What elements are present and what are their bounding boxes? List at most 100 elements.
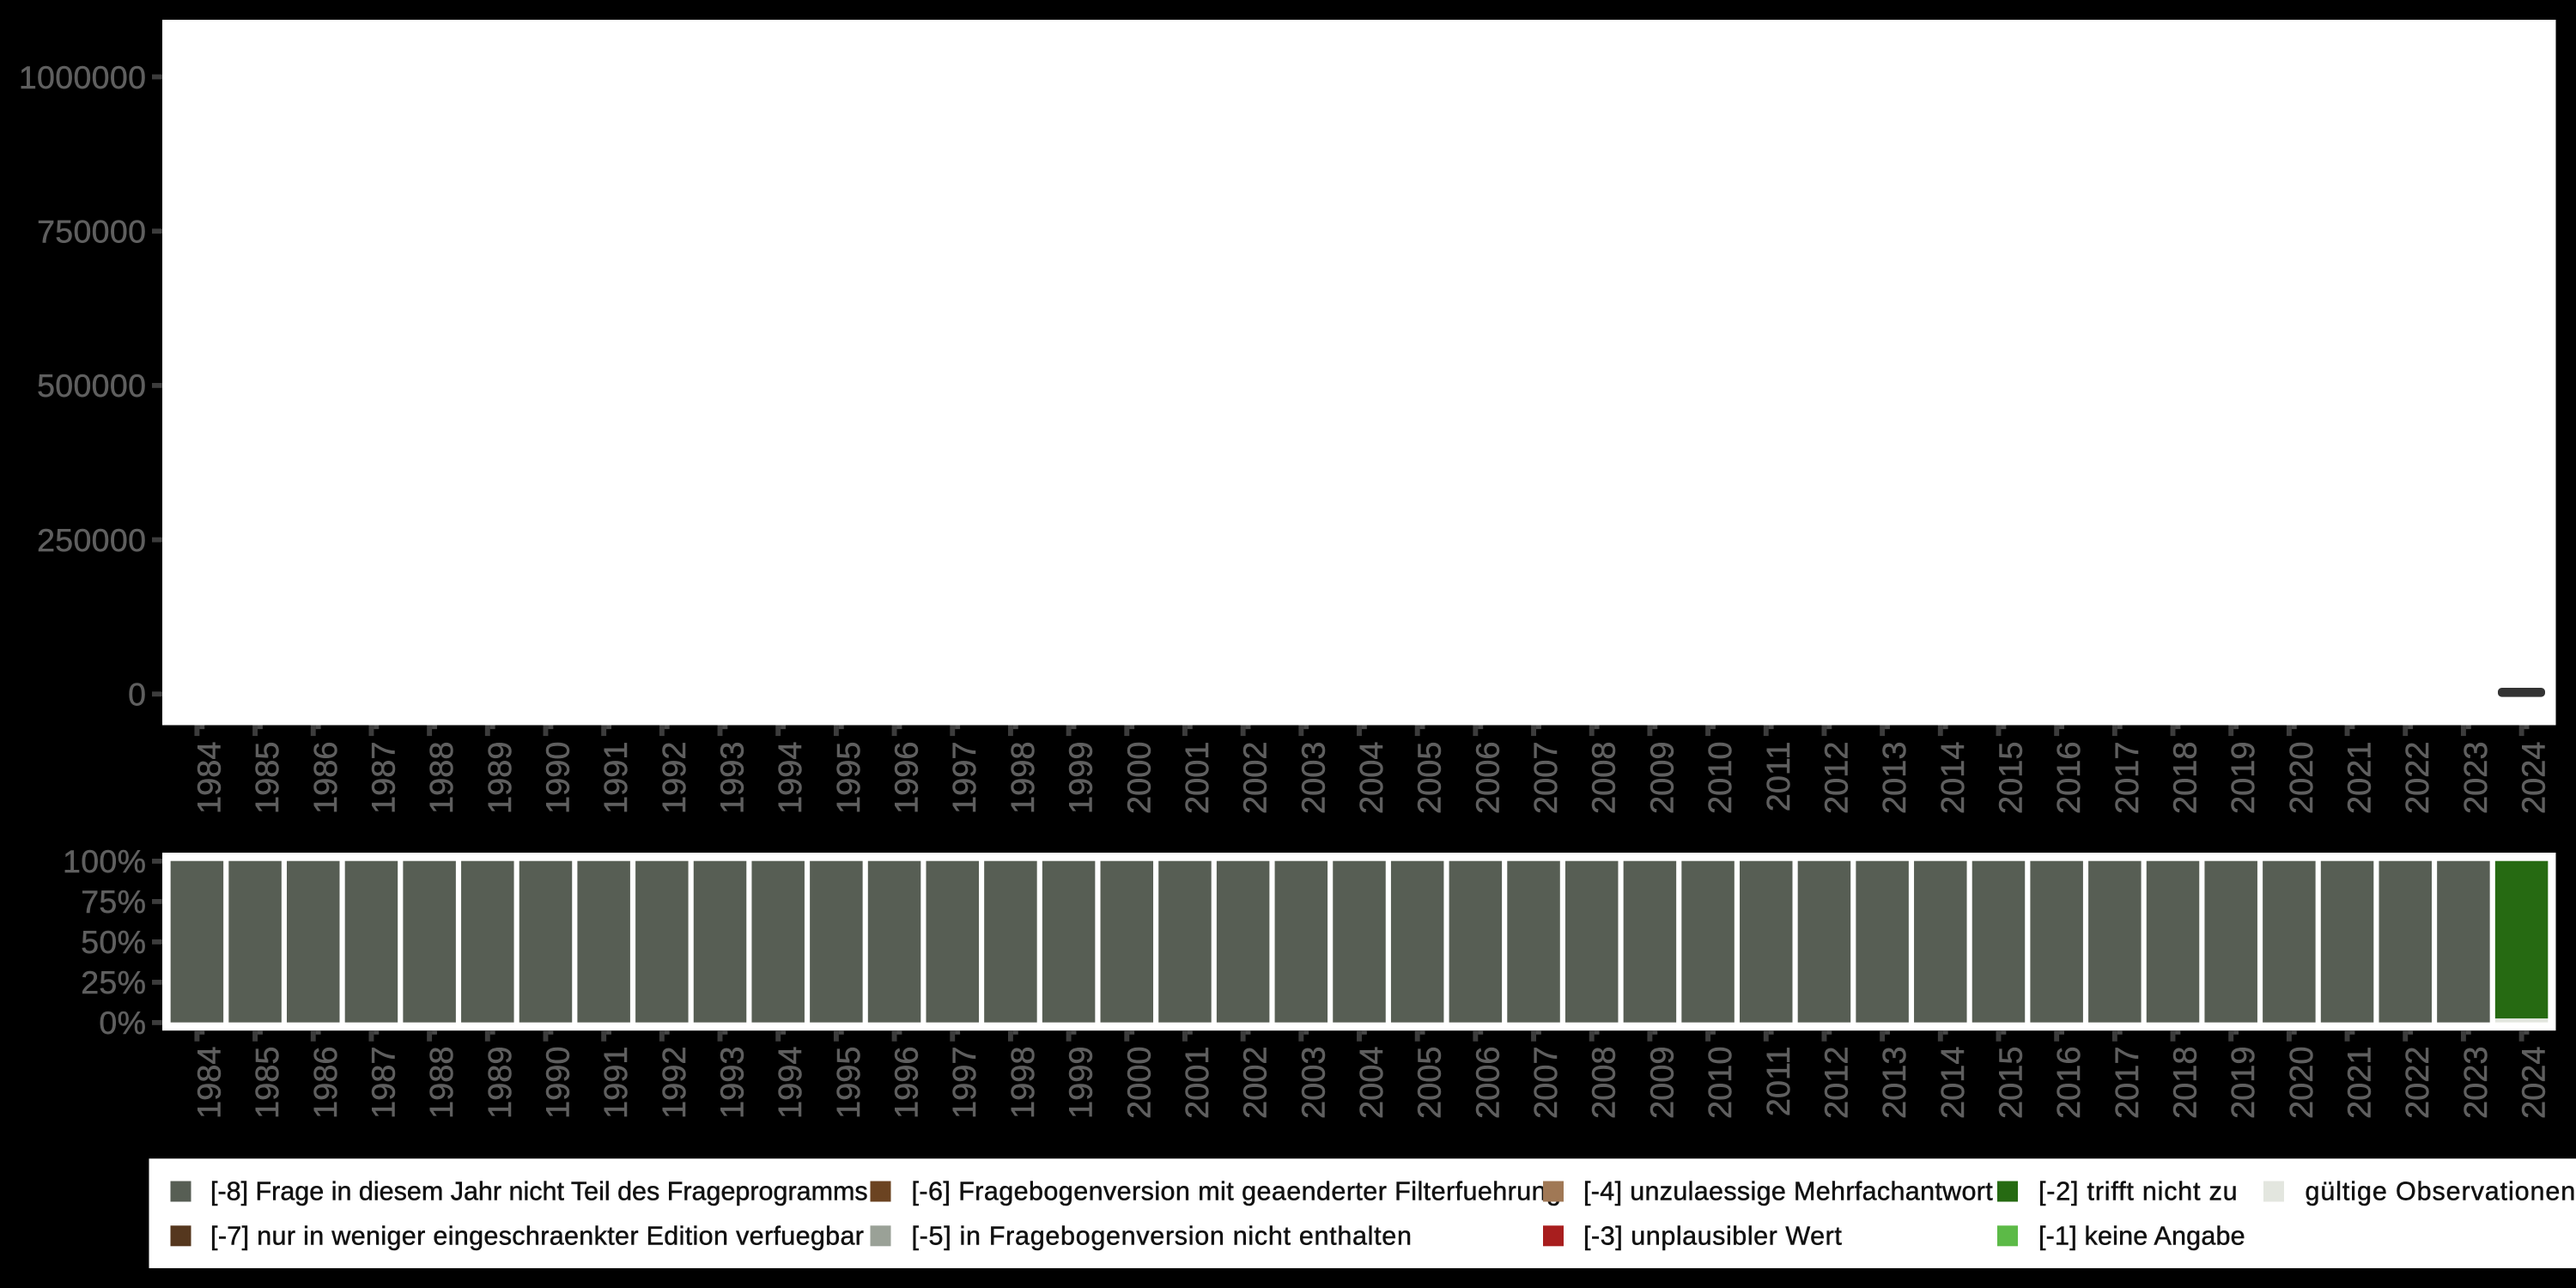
svg-text:2009: 2009: [1644, 1047, 1680, 1120]
svg-text:[-7] nur in weniger eingeschra: [-7] nur in weniger eingeschraenkter Edi…: [210, 1221, 864, 1250]
svg-text:750000: 750000: [37, 214, 146, 250]
svg-text:1992: 1992: [657, 1047, 693, 1120]
svg-text:2001: 2001: [1180, 1047, 1216, 1120]
svg-text:1994: 1994: [773, 742, 809, 815]
svg-text:50%: 50%: [81, 924, 146, 960]
svg-text:2017: 2017: [2110, 1047, 2146, 1120]
svg-text:2021: 2021: [2342, 742, 2379, 815]
svg-text:0%: 0%: [99, 1005, 146, 1041]
svg-text:2007: 2007: [1528, 1047, 1564, 1120]
svg-text:2002: 2002: [1238, 742, 1274, 815]
svg-text:1992: 1992: [657, 742, 693, 815]
svg-text:2019: 2019: [2226, 1047, 2262, 1120]
svg-text:1985: 1985: [250, 742, 286, 815]
svg-text:2001: 2001: [1180, 742, 1216, 815]
svg-text:2003: 2003: [1296, 742, 1332, 815]
svg-text:2005: 2005: [1413, 742, 1449, 815]
svg-text:1984: 1984: [191, 742, 228, 815]
svg-text:2015: 2015: [1993, 742, 2029, 815]
svg-text:1986: 1986: [308, 742, 344, 815]
svg-text:100%: 100%: [63, 843, 146, 879]
svg-text:[-8] Frage in diesem Jahr nich: [-8] Frage in diesem Jahr nicht Teil des…: [210, 1177, 868, 1206]
svg-text:1999: 1999: [1064, 1047, 1100, 1120]
svg-text:1998: 1998: [1005, 742, 1042, 815]
svg-text:2013: 2013: [1877, 1047, 1913, 1120]
svg-text:[-2] trifft nicht zu: [-2] trifft nicht zu: [2038, 1177, 2238, 1206]
svg-text:1996: 1996: [890, 1047, 926, 1120]
svg-text:2010: 2010: [1703, 742, 1739, 815]
svg-text:2008: 2008: [1587, 742, 1623, 815]
svg-text:1000000: 1000000: [19, 59, 146, 95]
svg-text:1996: 1996: [890, 742, 926, 815]
svg-text:1986: 1986: [308, 1047, 344, 1120]
svg-text:1994: 1994: [773, 1047, 809, 1120]
svg-text:2009: 2009: [1644, 742, 1680, 815]
svg-text:2018: 2018: [2168, 1047, 2204, 1120]
svg-text:2004: 2004: [1354, 742, 1390, 815]
svg-text:1995: 1995: [831, 742, 867, 815]
svg-text:1987: 1987: [366, 1047, 402, 1120]
svg-text:1988: 1988: [424, 742, 460, 815]
svg-text:1997: 1997: [947, 742, 983, 815]
svg-text:2022: 2022: [2400, 742, 2436, 815]
svg-text:2007: 2007: [1528, 742, 1564, 815]
svg-text:2011: 2011: [1761, 1047, 1797, 1117]
svg-text:1985: 1985: [250, 1047, 286, 1120]
svg-text:2020: 2020: [2284, 1047, 2320, 1120]
svg-text:1989: 1989: [483, 742, 519, 815]
svg-text:2023: 2023: [2458, 742, 2494, 815]
svg-text:2006: 2006: [1470, 742, 1506, 815]
svg-text:1995: 1995: [831, 1047, 867, 1120]
svg-text:2020: 2020: [2284, 742, 2320, 815]
svg-text:2008: 2008: [1587, 1047, 1623, 1120]
svg-text:2014: 2014: [1935, 1047, 1971, 1120]
svg-text:1999: 1999: [1064, 742, 1100, 815]
svg-text:2023: 2023: [2458, 1047, 2494, 1120]
svg-text:2024: 2024: [2517, 1047, 2553, 1120]
svg-text:2016: 2016: [2051, 742, 2087, 815]
svg-text:1998: 1998: [1005, 1047, 1042, 1120]
svg-text:1989: 1989: [483, 1047, 519, 1120]
svg-text:[-3] unplausibler Wert: [-3] unplausibler Wert: [1583, 1221, 1842, 1250]
svg-text:0: 0: [128, 677, 146, 713]
svg-text:1984: 1984: [191, 1047, 228, 1120]
svg-text:2013: 2013: [1877, 742, 1913, 815]
svg-text:2010: 2010: [1703, 1047, 1739, 1120]
svg-text:2022: 2022: [2400, 1047, 2436, 1120]
svg-text:[-5] in Fragebogenversion nich: [-5] in Fragebogenversion nicht enthalte…: [912, 1221, 1413, 1250]
svg-text:[-4] unzulaessige Mehrfachantw: [-4] unzulaessige Mehrfachantwort: [1583, 1177, 1993, 1206]
svg-text:1997: 1997: [947, 1047, 983, 1120]
svg-text:2011: 2011: [1761, 742, 1797, 812]
svg-text:2002: 2002: [1238, 1047, 1274, 1120]
svg-text:2003: 2003: [1296, 1047, 1332, 1120]
svg-text:2015: 2015: [1993, 1047, 2029, 1120]
svg-text:2000: 2000: [1121, 1047, 1157, 1120]
svg-text:2004: 2004: [1354, 1047, 1390, 1120]
svg-text:500000: 500000: [37, 368, 146, 404]
svg-text:2012: 2012: [1819, 742, 1855, 815]
svg-text:2014: 2014: [1935, 742, 1971, 815]
svg-text:75%: 75%: [81, 884, 146, 920]
svg-text:1993: 1993: [715, 1047, 751, 1120]
svg-text:[-1] keine Angabe: [-1] keine Angabe: [2038, 1221, 2245, 1250]
svg-text:250000: 250000: [37, 522, 146, 558]
svg-text:2012: 2012: [1819, 1047, 1855, 1120]
svg-text:2000: 2000: [1121, 742, 1157, 815]
svg-text:[-6] Fragebogenversion mit gea: [-6] Fragebogenversion mit geaenderter F…: [912, 1177, 1562, 1206]
svg-text:2005: 2005: [1413, 1047, 1449, 1120]
svg-text:2016: 2016: [2051, 1047, 2087, 1120]
svg-text:2021: 2021: [2342, 1047, 2379, 1120]
svg-text:25%: 25%: [81, 964, 146, 1000]
svg-text:2018: 2018: [2168, 742, 2204, 815]
svg-text:2024: 2024: [2517, 742, 2553, 815]
svg-text:1988: 1988: [424, 1047, 460, 1120]
svg-text:2006: 2006: [1470, 1047, 1506, 1120]
svg-text:1990: 1990: [540, 1047, 576, 1120]
svg-text:2019: 2019: [2226, 742, 2262, 815]
svg-text:1991: 1991: [598, 742, 635, 815]
svg-text:gültige Observationen: gültige Observationen: [2306, 1177, 2576, 1206]
svg-text:1987: 1987: [366, 742, 402, 815]
svg-text:1991: 1991: [598, 1047, 635, 1120]
svg-text:1993: 1993: [715, 742, 751, 815]
svg-text:2017: 2017: [2110, 742, 2146, 815]
